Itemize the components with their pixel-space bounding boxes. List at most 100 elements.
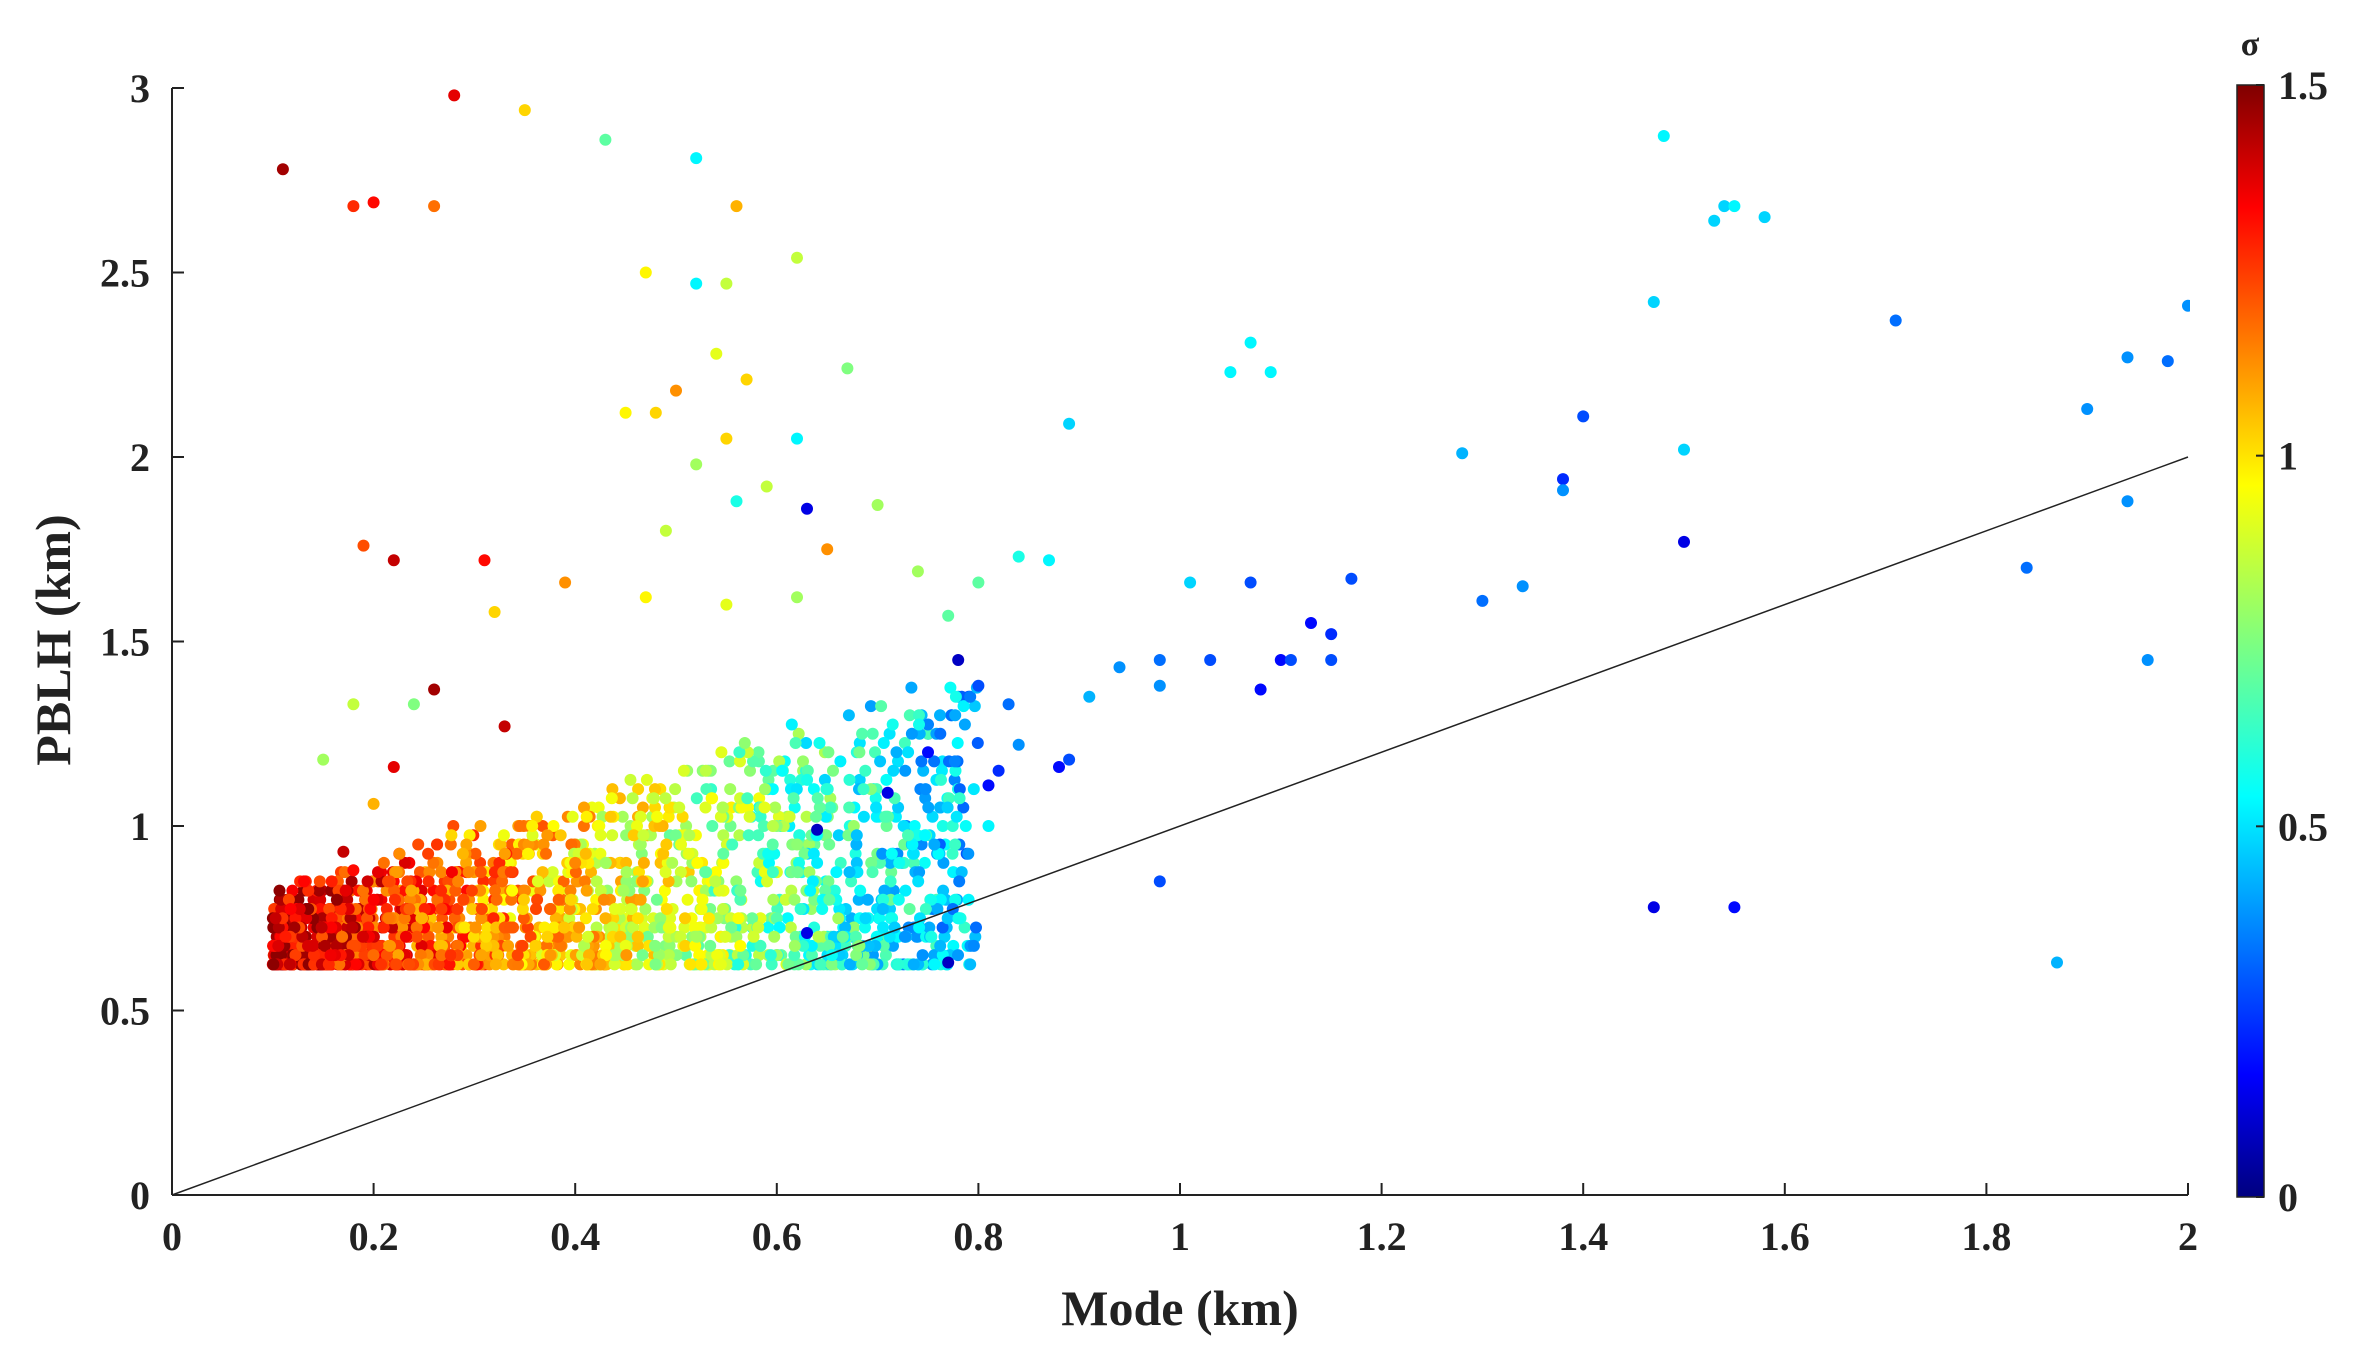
data-point — [428, 683, 441, 696]
cluster-data-point — [583, 949, 595, 962]
cluster-data-point — [565, 893, 578, 906]
cluster-data-point — [481, 921, 494, 934]
cluster-data-point — [824, 792, 837, 805]
cluster-data-point — [969, 930, 982, 943]
cluster-data-point — [814, 939, 827, 952]
data-point — [1012, 550, 1025, 563]
cluster-data-point — [469, 921, 482, 934]
data-point — [478, 554, 491, 567]
cluster-data-point — [620, 866, 633, 879]
cluster-data-point — [435, 866, 448, 879]
cluster-data-point — [619, 939, 632, 952]
cluster-data-point — [915, 755, 928, 768]
cluster-data-point — [859, 764, 872, 777]
cluster-data-point — [627, 829, 640, 842]
cluster-data-point — [688, 921, 701, 934]
data-point — [428, 200, 441, 213]
data-point — [1083, 690, 1096, 703]
data-point — [1053, 761, 1065, 773]
cluster-data-point — [550, 958, 563, 971]
cluster-data-point — [762, 921, 775, 934]
cluster-data-point — [599, 939, 612, 952]
cluster-data-point — [957, 700, 970, 713]
cluster-data-point — [440, 921, 453, 934]
cluster-data-point — [339, 884, 352, 897]
cluster-data-point — [754, 912, 767, 925]
cluster-data-point — [732, 958, 745, 971]
cluster-data-point — [936, 820, 949, 832]
cluster-data-point — [344, 912, 357, 925]
cluster-data-point — [531, 875, 544, 888]
cluster-data-point — [314, 893, 327, 906]
cluster-data-point — [903, 709, 916, 722]
data-point — [1657, 130, 1670, 142]
cluster-data-point — [789, 737, 802, 749]
cluster-data-point — [529, 939, 542, 952]
cluster-data-point — [475, 949, 488, 962]
cluster-data-point — [847, 921, 860, 934]
cluster-data-point — [866, 949, 879, 962]
cluster-data-point — [801, 773, 814, 786]
data-point — [276, 163, 289, 176]
cluster-data-point — [324, 949, 337, 962]
cluster-data-point — [634, 838, 647, 851]
cluster-data-point — [682, 847, 695, 860]
cluster-data-point — [516, 939, 529, 952]
cluster-data-point — [742, 801, 754, 814]
data-point — [1284, 654, 1297, 666]
colorbar-tick-label: 0.5 — [2278, 804, 2328, 849]
cluster-data-point — [578, 939, 591, 952]
cluster-data-point — [415, 884, 428, 897]
cluster-data-point — [679, 912, 691, 925]
cluster-data-point — [843, 958, 856, 971]
cluster-data-point — [660, 903, 673, 915]
cluster-data-point — [704, 939, 717, 952]
cluster-data-point — [462, 866, 475, 879]
cluster-data-point — [730, 875, 743, 888]
cluster-data-point — [624, 773, 637, 786]
cluster-data-point — [445, 866, 458, 879]
x-tick-label: 0 — [162, 1214, 182, 1259]
cluster-data-point — [771, 903, 784, 915]
cluster-data-point — [436, 912, 449, 925]
data-point — [1254, 683, 1267, 696]
x-axis-ticks: 0 0.2 0.4 0.6 0.8 1 1.2 1.4 1.6 1.8 2 — [162, 1183, 2198, 1259]
cluster-data-point — [530, 810, 543, 823]
cluster-data-point — [762, 847, 775, 860]
cluster-data-point — [552, 930, 565, 943]
cluster-data-point — [725, 921, 738, 934]
cluster-data-point — [548, 921, 561, 934]
cluster-data-point — [382, 875, 394, 888]
cluster-data-point — [695, 903, 708, 915]
cluster-data-point — [791, 838, 804, 851]
data-point — [498, 720, 511, 733]
cluster-data-point — [293, 903, 306, 915]
data-point — [821, 543, 834, 556]
cluster-data-point — [267, 958, 280, 971]
cluster-data-point — [827, 764, 839, 777]
cluster-data-point — [866, 866, 879, 879]
cluster-data-point — [457, 893, 470, 906]
cluster-data-point — [634, 810, 647, 823]
data-point — [559, 576, 572, 589]
cluster-data-point — [467, 958, 480, 971]
cluster-data-point — [639, 903, 652, 915]
cluster-data-point — [480, 939, 493, 952]
cluster-data-point — [494, 838, 507, 851]
data-point — [639, 591, 652, 604]
cluster-data-point — [683, 829, 696, 842]
cluster-data-point — [763, 856, 775, 869]
cluster-data-point — [516, 903, 529, 915]
cluster-data-point — [946, 820, 959, 832]
cluster-data-point — [705, 921, 718, 934]
cluster-data-point — [284, 903, 297, 915]
cluster-data-point — [640, 773, 653, 786]
cluster-data-point — [949, 690, 962, 703]
cluster-data-point — [794, 903, 807, 915]
data-point — [1153, 875, 1166, 888]
cluster-data-point — [637, 829, 650, 842]
cluster-data-point — [753, 792, 766, 805]
cluster-data-point — [761, 875, 773, 888]
cluster-data-point — [937, 856, 950, 869]
cluster-data-point — [540, 939, 553, 952]
